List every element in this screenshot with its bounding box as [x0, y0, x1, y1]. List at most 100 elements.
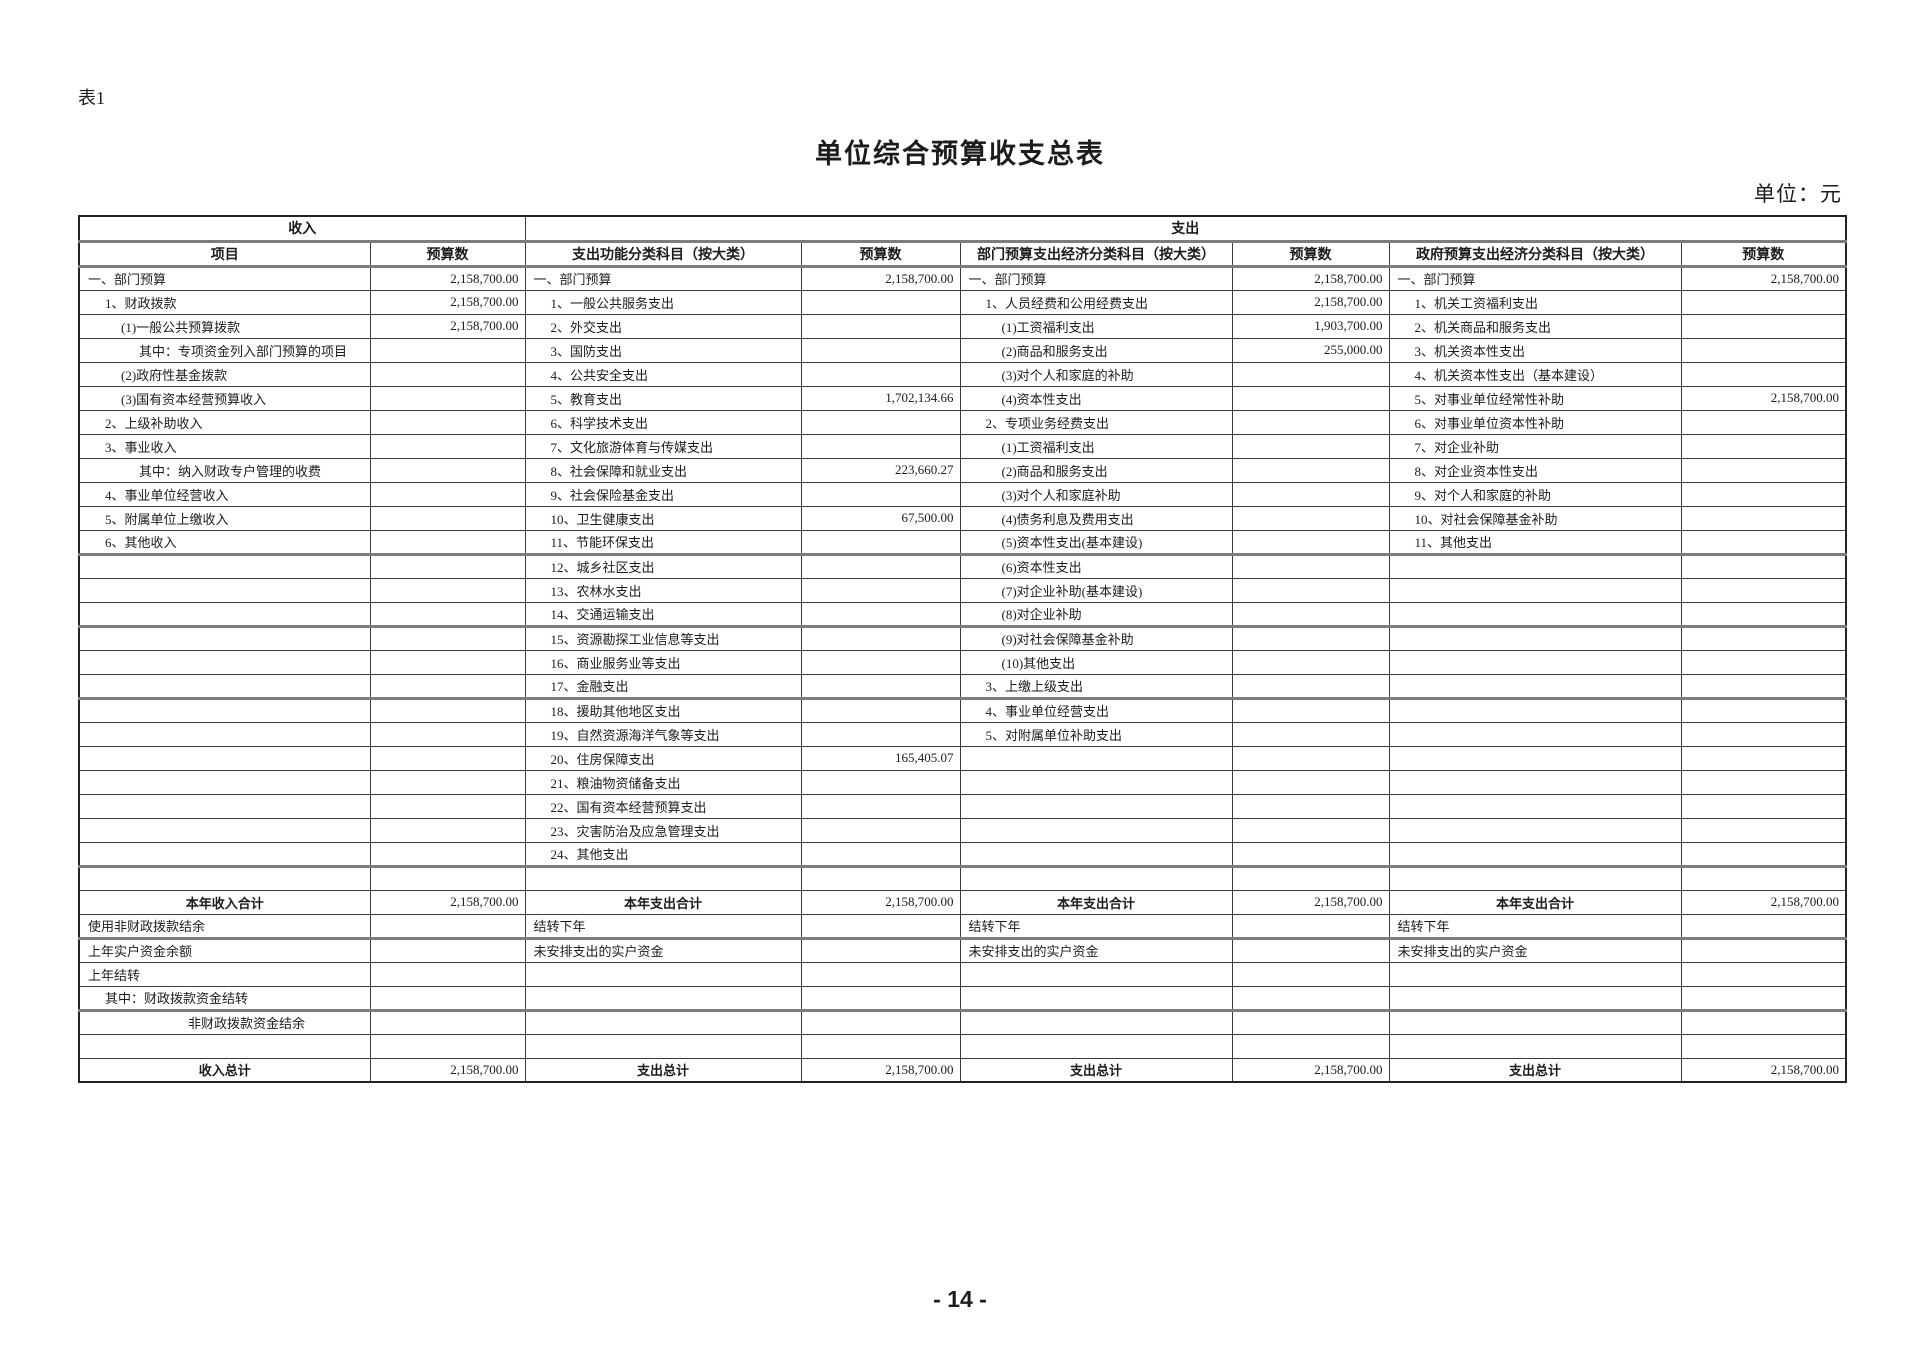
item-label-cell [78, 769, 371, 795]
table-row: 3、事业收入 7、文化旅游体育与传媒支出 (1)工资福利支出 7、对企业补助 [78, 433, 1847, 459]
item-label-cell: 21、粮油物资储备支出 [524, 769, 802, 795]
item-label-cell: (2)商品和服务支出 [959, 337, 1233, 363]
budget-value-cell: 223,660.27 [800, 457, 961, 483]
budget-value-cell [1231, 649, 1390, 675]
budget-value-cell [369, 385, 526, 411]
item-label-cell: 5、附属单位上缴收入 [78, 505, 371, 531]
budget-value-cell [1680, 841, 1847, 868]
item-label-cell: 支出总计 [959, 1057, 1233, 1083]
budget-value-cell [1231, 937, 1390, 963]
item-label-cell [78, 841, 371, 868]
item-label-cell [78, 865, 371, 891]
table-row: 非财政拨款资金结余 [78, 1009, 1847, 1035]
budget-value-cell [1231, 577, 1390, 603]
budget-value-cell [800, 913, 961, 940]
col-header-dept-econ-class: 部门预算支出经济分类科目（按大类） [959, 240, 1233, 268]
item-label-cell [1388, 865, 1682, 891]
budget-value-cell [1680, 937, 1847, 963]
budget-value-cell: 2,158,700.00 [1231, 1057, 1390, 1083]
item-label-cell: 支出总计 [1388, 1057, 1682, 1083]
item-label-cell: 10、对社会保障基金补助 [1388, 505, 1682, 531]
item-label-cell: (3)对个人和家庭的补助 [959, 361, 1233, 387]
table-row: 14、交通运输支出 (8)对企业补助 [78, 601, 1847, 628]
item-label-cell: (2)商品和服务支出 [959, 457, 1233, 483]
budget-value-cell [369, 769, 526, 795]
budget-value-cell [1231, 673, 1390, 700]
item-label-cell: (4)债务利息及费用支出 [959, 505, 1233, 531]
item-label-cell [959, 865, 1233, 891]
item-label-cell [1388, 1033, 1682, 1059]
table-row: (1)一般公共预算拨款 2,158,700.00 2、外交支出 (1)工资福利支出 1,… [78, 313, 1847, 339]
item-label-cell: 非财政拨款资金结余 [78, 1009, 371, 1035]
table-row: (2)政府性基金拨款 4、公共安全支出 (3)对个人和家庭的补助 4、机关资本性支出（… [78, 361, 1847, 387]
table-row: 其中：财政拨款资金结转 [78, 985, 1847, 1012]
table-row: 上年实户资金余额 未安排支出的实户资金 未安排支出的实户资金 未安排支出的实户资金 [78, 937, 1847, 963]
budget-value-cell [800, 289, 961, 315]
budget-value-cell [800, 1033, 961, 1059]
item-label-cell: 其中：纳入财政专户管理的收费 [78, 457, 371, 483]
col-header-budget: 预算数 [369, 240, 526, 268]
item-label-cell: 17、金融支出 [524, 673, 802, 700]
budget-value-cell [1231, 841, 1390, 868]
budget-value-cell [1680, 481, 1847, 507]
budget-value-cell [800, 481, 961, 507]
item-label-cell: (10)其他支出 [959, 649, 1233, 675]
item-label-cell: 4、事业单位经营收入 [78, 481, 371, 507]
item-label-cell: 5、对附属单位补助支出 [959, 721, 1233, 747]
item-label-cell [959, 769, 1233, 795]
item-label-cell: 10、卫生健康支出 [524, 505, 802, 531]
table-row: 12、城乡社区支出 (6)资本性支出 [78, 553, 1847, 579]
budget-value-cell [800, 697, 961, 723]
item-label-cell: 9、社会保险基金支出 [524, 481, 802, 507]
budget-value-cell [369, 721, 526, 747]
budget-value-cell [1680, 985, 1847, 1012]
table-row: 16、商业服务业等支出 (10)其他支出 [78, 649, 1847, 675]
item-label-cell: 一、部门预算 [1388, 265, 1682, 291]
item-label-cell [78, 649, 371, 675]
budget-value-cell [369, 553, 526, 579]
item-label-cell [78, 577, 371, 603]
item-label-cell: 上年实户资金余额 [78, 937, 371, 963]
item-label-cell [959, 1009, 1233, 1035]
item-label-cell: 其中：专项资金列入部门预算的项目 [78, 337, 371, 363]
budget-value-cell: 165,405.07 [800, 745, 961, 771]
budget-value-cell [369, 841, 526, 868]
item-label-cell: 2、机关商品和服务支出 [1388, 313, 1682, 339]
budget-value-cell [1680, 529, 1847, 556]
col-header-budget: 预算数 [800, 240, 961, 268]
item-label-cell: (1)工资福利支出 [959, 313, 1233, 339]
budget-value-cell [369, 745, 526, 771]
budget-value-cell [1680, 577, 1847, 603]
item-label-cell: (3)对个人和家庭补助 [959, 481, 1233, 507]
budget-value-cell [369, 409, 526, 435]
budget-value-cell [1680, 745, 1847, 771]
item-label-cell [1388, 553, 1682, 579]
item-label-cell: 使用非财政拨款结余 [78, 913, 371, 940]
budget-value-cell [1680, 721, 1847, 747]
budget-value-cell [800, 961, 961, 987]
item-label-cell: 4、机关资本性支出（基本建设） [1388, 361, 1682, 387]
budget-value-cell [369, 913, 526, 940]
budget-value-cell [369, 601, 526, 628]
budget-value-cell [800, 769, 961, 795]
item-label-cell [524, 1033, 802, 1059]
item-label-cell [1388, 961, 1682, 987]
item-label-cell: 6、科学技术支出 [524, 409, 802, 435]
table-row: 4、事业单位经营收入 9、社会保险基金支出 (3)对个人和家庭补助 9、对个人和家庭的… [78, 481, 1847, 507]
budget-value-cell [1231, 625, 1390, 651]
budget-value-cell [369, 505, 526, 531]
item-label-cell [1388, 745, 1682, 771]
item-label-cell: 本年支出合计 [524, 889, 802, 915]
item-label-cell: 7、文化旅游体育与传媒支出 [524, 433, 802, 459]
budget-value-cell [1231, 961, 1390, 987]
item-label-cell: 11、其他支出 [1388, 529, 1682, 556]
item-label-cell: 5、教育支出 [524, 385, 802, 411]
budget-value-cell [800, 529, 961, 556]
item-label-cell: (9)对社会保障基金补助 [959, 625, 1233, 651]
budget-value-cell: 2,158,700.00 [1680, 385, 1847, 411]
item-label-cell: 11、节能环保支出 [524, 529, 802, 556]
item-label-cell [1388, 625, 1682, 651]
item-label-cell [1388, 1009, 1682, 1035]
budget-value-cell [1231, 481, 1390, 507]
